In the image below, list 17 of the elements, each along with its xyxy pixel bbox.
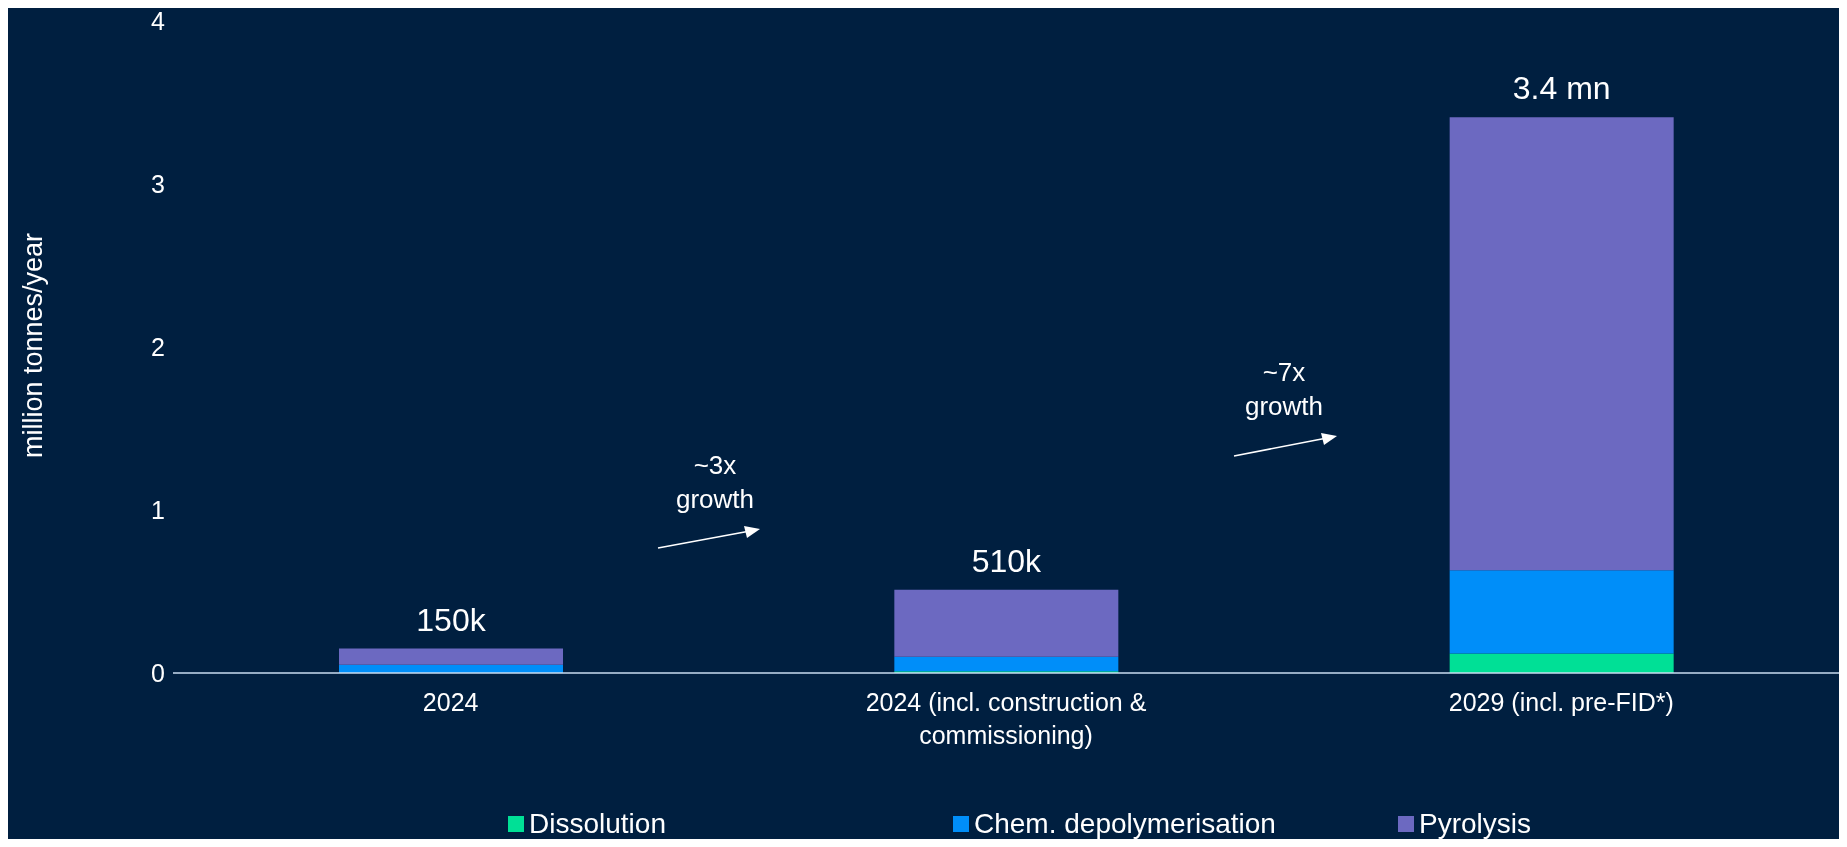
x-tick-label: 2024 (incl. construction & commissioning) (865, 688, 1147, 749)
total-label: 3.4 mn (1512, 70, 1611, 107)
y-tick-label: 1 (151, 495, 165, 524)
y-tick-label: 0 (151, 658, 165, 687)
y-tick-label: 4 (151, 6, 166, 35)
legend-label: Chem. depolymerisation (974, 808, 1276, 840)
y-tick-label: 3 (151, 169, 165, 198)
annotation: ~7x growth (1243, 356, 1324, 423)
y-tick-label: 2 (151, 332, 165, 361)
legend-label: Dissolution (529, 808, 666, 840)
x-tick-label: 2024 (422, 688, 479, 716)
total-label: 510k (971, 542, 1043, 579)
annotation: ~3x growth (674, 449, 755, 516)
x-tick-label: 2029 (incl. pre-FID*) (1448, 688, 1674, 716)
legend-label: Pyrolysis (1419, 808, 1532, 840)
y-axis-title: million tonnes/year (18, 232, 48, 458)
total-label: 150k (416, 601, 487, 638)
